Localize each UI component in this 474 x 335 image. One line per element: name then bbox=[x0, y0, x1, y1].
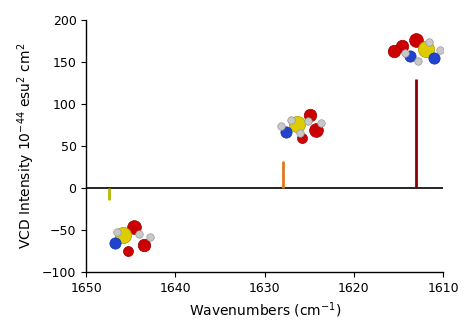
Y-axis label: VCD Intensity $10^{-44}$ esu$^2$ cm$^2$: VCD Intensity $10^{-44}$ esu$^2$ cm$^2$ bbox=[15, 43, 36, 249]
Point bbox=[124, 248, 132, 254]
Point bbox=[114, 229, 121, 234]
Point bbox=[425, 39, 433, 45]
Point bbox=[130, 224, 137, 229]
Point bbox=[135, 231, 143, 237]
Point bbox=[414, 58, 422, 64]
Point bbox=[304, 118, 311, 123]
Point bbox=[317, 120, 325, 125]
Point bbox=[146, 234, 154, 240]
Point bbox=[430, 55, 438, 61]
Point bbox=[412, 37, 419, 43]
Point bbox=[277, 123, 284, 128]
Point bbox=[436, 47, 443, 53]
Point bbox=[312, 127, 319, 132]
Point bbox=[406, 53, 414, 59]
Point bbox=[422, 46, 430, 52]
Point bbox=[140, 242, 148, 248]
Point bbox=[293, 121, 301, 126]
Point bbox=[296, 130, 303, 135]
Point bbox=[299, 135, 306, 140]
Point bbox=[390, 48, 398, 54]
Point bbox=[401, 50, 409, 56]
Point bbox=[119, 232, 127, 238]
X-axis label: Wavenumbers (cm$^{-1}$): Wavenumbers (cm$^{-1}$) bbox=[189, 300, 341, 320]
Point bbox=[398, 43, 406, 49]
Point bbox=[283, 129, 290, 134]
Point bbox=[288, 117, 295, 122]
Point bbox=[111, 240, 118, 246]
Point bbox=[306, 113, 314, 118]
